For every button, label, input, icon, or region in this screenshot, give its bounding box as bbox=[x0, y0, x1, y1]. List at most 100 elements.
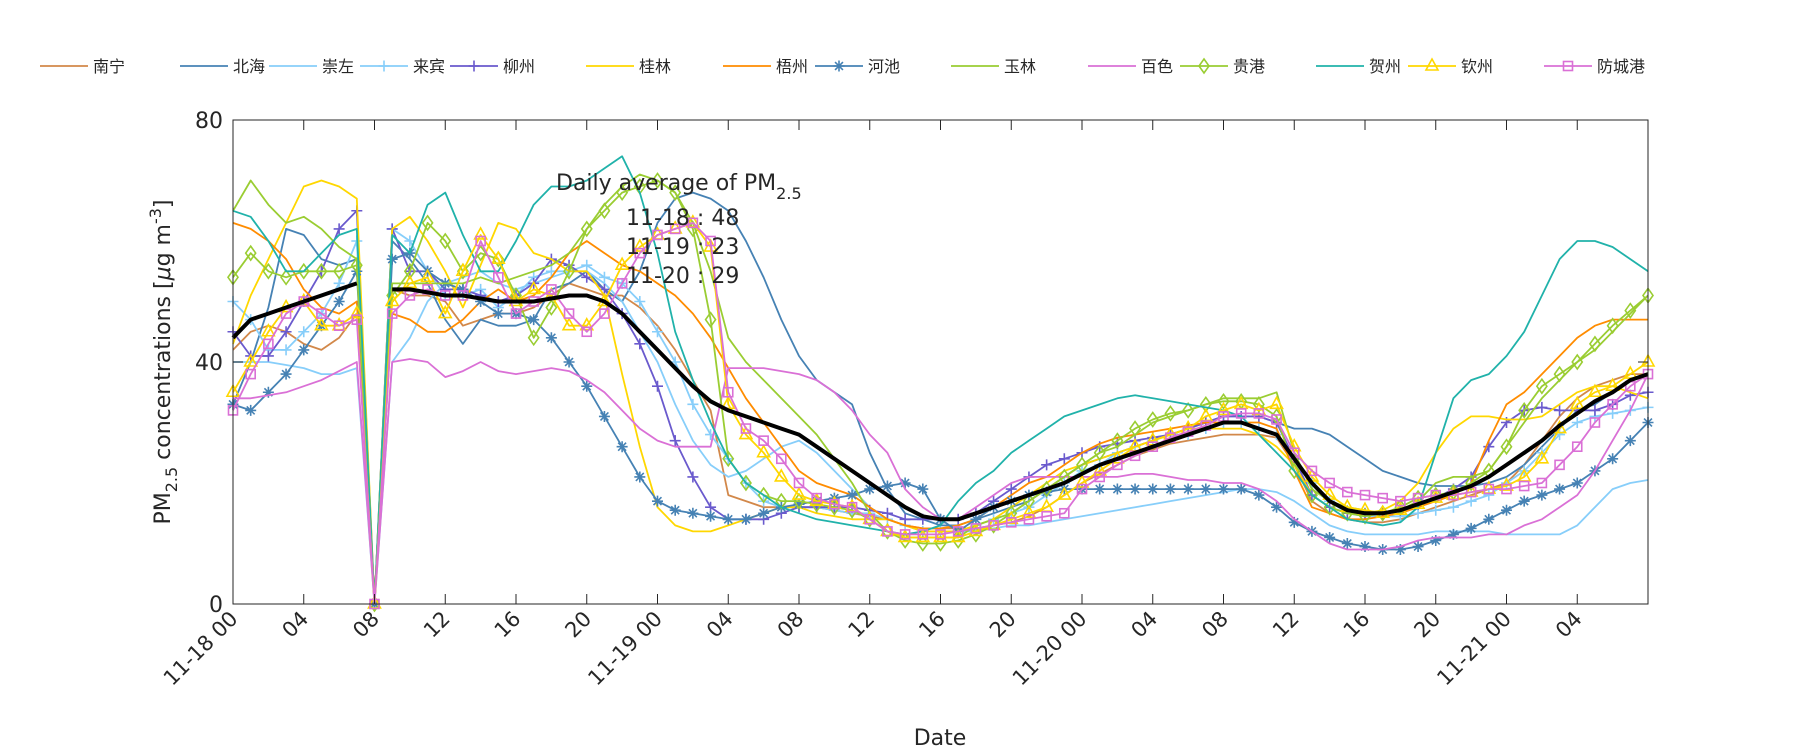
data-point-marker bbox=[651, 172, 664, 189]
x-tick-label: 08 bbox=[1197, 607, 1233, 643]
data-point-marker bbox=[669, 223, 681, 235]
x-tick-label: 11-20 00 bbox=[1008, 607, 1092, 691]
data-point-marker bbox=[475, 235, 486, 247]
data-point-marker bbox=[1607, 453, 1619, 465]
x-tick-label: 12 bbox=[843, 607, 879, 643]
data-point-marker bbox=[632, 238, 648, 252]
data-point-marker bbox=[881, 480, 893, 492]
x-tick-label: 04 bbox=[1126, 607, 1162, 643]
data-point-marker bbox=[598, 410, 610, 422]
legend-label: 北海 bbox=[233, 57, 265, 76]
data-point-marker bbox=[616, 278, 628, 289]
data-point-marker bbox=[740, 513, 752, 525]
data-point-marker bbox=[298, 344, 310, 356]
data-point-marker bbox=[616, 184, 629, 201]
legend-item-玉林: 玉林 bbox=[951, 57, 1036, 76]
data-point-marker bbox=[899, 513, 911, 525]
data-point-marker bbox=[1218, 483, 1229, 495]
data-point-marker bbox=[846, 489, 858, 501]
legend-item-贺州: 贺州 bbox=[1316, 57, 1401, 76]
data-point-marker bbox=[1200, 483, 1212, 495]
data-point-marker bbox=[864, 513, 876, 525]
data-point-marker bbox=[791, 486, 807, 500]
data-point-marker bbox=[1483, 483, 1495, 495]
data-point-marker bbox=[669, 184, 682, 201]
data-point-marker bbox=[1483, 441, 1495, 453]
data-point-marker bbox=[917, 529, 929, 540]
data-point-marker bbox=[1447, 501, 1459, 513]
data-point-marker bbox=[333, 223, 345, 235]
data-point-marker bbox=[846, 501, 858, 513]
data-point-marker bbox=[598, 202, 611, 220]
data-point-marker bbox=[262, 350, 274, 362]
data-point-marker bbox=[1216, 401, 1231, 416]
data-point-marker bbox=[1571, 353, 1584, 371]
data-point-marker bbox=[899, 529, 911, 540]
x-tick-label: 04 bbox=[702, 607, 738, 643]
data-point-marker bbox=[333, 277, 345, 289]
x-tick-label: 20 bbox=[560, 607, 596, 643]
legend-item-桂林: 桂林 bbox=[586, 57, 671, 76]
data-point-marker bbox=[262, 386, 274, 398]
data-point-marker bbox=[1554, 459, 1565, 471]
data-point-marker bbox=[1571, 441, 1583, 453]
data-point-marker bbox=[1588, 335, 1601, 353]
data-point-marker bbox=[1093, 444, 1106, 462]
data-point-marker bbox=[263, 338, 274, 350]
data-point-marker bbox=[687, 471, 699, 483]
data-point-marker bbox=[776, 453, 787, 465]
data-point-marker bbox=[384, 292, 400, 307]
data-point-marker bbox=[1518, 402, 1531, 419]
data-point-marker bbox=[1342, 486, 1353, 498]
annotation-title: Daily average of PM2.5 bbox=[556, 171, 802, 203]
annotation-line-1: 11-18 : 48 bbox=[626, 206, 739, 231]
data-point-marker bbox=[316, 308, 327, 319]
data-point-marker bbox=[1624, 435, 1636, 447]
data-point-marker bbox=[386, 253, 398, 265]
data-point-marker bbox=[1518, 495, 1530, 507]
data-point-marker bbox=[492, 308, 504, 320]
data-point-marker bbox=[280, 368, 292, 380]
legend-label: 梧州 bbox=[776, 57, 808, 76]
data-point-marker bbox=[634, 338, 646, 350]
data-point-marker bbox=[439, 232, 452, 250]
data-point-marker bbox=[1324, 477, 1335, 489]
data-point-marker bbox=[1589, 404, 1601, 416]
data-point-marker bbox=[1041, 510, 1052, 522]
data-point-marker bbox=[1111, 483, 1123, 495]
x-tick-label: 04 bbox=[1551, 607, 1587, 643]
x-tick-label: 12 bbox=[1268, 607, 1304, 643]
data-point-marker bbox=[1394, 544, 1406, 556]
data-point-marker bbox=[1146, 411, 1159, 428]
data-point-marker bbox=[652, 495, 663, 507]
data-point-marker bbox=[1021, 504, 1037, 519]
data-point-marker bbox=[970, 523, 982, 534]
x-tick-label: 16 bbox=[914, 607, 950, 643]
data-point-marker bbox=[1074, 474, 1090, 488]
data-point-marker bbox=[510, 308, 522, 319]
data-point-marker bbox=[634, 471, 646, 483]
data-point-marker bbox=[350, 256, 363, 274]
annotation-line-2: 11-19 : 23 bbox=[626, 235, 739, 260]
data-point-marker bbox=[1465, 474, 1478, 492]
data-point-marker bbox=[652, 380, 663, 392]
data-point-marker bbox=[280, 268, 293, 286]
series-贺州 bbox=[232, 155, 1649, 605]
data-point-marker bbox=[1465, 522, 1477, 534]
legend-item-防城港: 防城港 bbox=[1544, 57, 1645, 76]
data-point-marker bbox=[579, 317, 595, 331]
data-point-marker bbox=[403, 262, 416, 280]
y-tick-label: 80 bbox=[195, 109, 223, 134]
data-point-marker bbox=[455, 262, 471, 277]
data-point-marker bbox=[1253, 489, 1265, 501]
data-point-marker bbox=[1182, 402, 1195, 419]
legend-label: 钦州 bbox=[1461, 57, 1493, 76]
series-line bbox=[232, 222, 1649, 605]
x-tick-label: 16 bbox=[1339, 607, 1375, 643]
data-point-marker bbox=[245, 368, 256, 380]
data-point-marker bbox=[333, 296, 345, 307]
data-point-marker bbox=[1359, 541, 1371, 553]
data-point-marker bbox=[1587, 383, 1603, 398]
data-point-marker bbox=[280, 326, 292, 338]
data-point-marker bbox=[1571, 417, 1583, 428]
